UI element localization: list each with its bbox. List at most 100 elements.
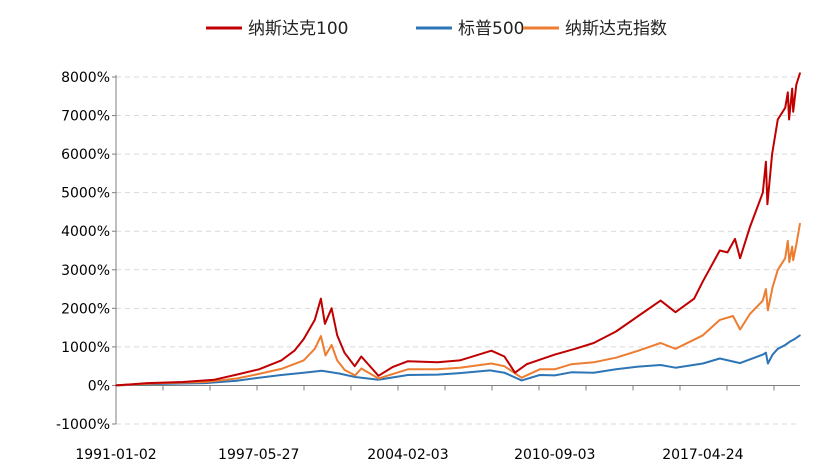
data-point (777, 269, 779, 271)
data-point (793, 338, 796, 341)
data-point (762, 299, 764, 302)
data-point (765, 161, 767, 163)
data-point (792, 259, 794, 261)
data-point (787, 240, 789, 242)
data-point (771, 153, 773, 155)
data-point (693, 297, 695, 300)
data-point (360, 367, 363, 370)
data-point (489, 369, 491, 372)
legend-item: 标普500 (416, 19, 524, 39)
data-point (258, 368, 260, 371)
data-point (574, 348, 576, 350)
data-point (637, 349, 640, 352)
data-point (592, 371, 595, 374)
data-point (407, 368, 409, 371)
data-point (490, 362, 493, 365)
data-point (554, 353, 556, 356)
y-tick-label: 3000% (61, 263, 110, 279)
y-tick-label: 2000% (61, 301, 110, 317)
series-layer (115, 72, 801, 387)
data-point (784, 107, 786, 109)
data-point (765, 288, 767, 290)
data-point (336, 359, 339, 362)
data-point (503, 365, 506, 368)
data-point (354, 376, 356, 378)
y-axis-labels: -1000% 0% 1000% 2000% 3000% 4000% 5000% 6000% 70… (56, 70, 110, 433)
data-point (490, 349, 493, 352)
data-point (702, 334, 704, 337)
data-point (592, 342, 595, 344)
y-tick-label: 1000% (61, 340, 110, 356)
data-point (784, 257, 786, 260)
data-point (570, 363, 573, 366)
data-point (146, 382, 149, 384)
data-point (570, 371, 573, 374)
x-tick-label: 2017-04-24 (662, 447, 743, 463)
y-tick-label: 8000% (61, 70, 110, 86)
data-point (554, 374, 556, 377)
data-point (615, 368, 617, 371)
data-point (330, 344, 333, 346)
data-point (353, 365, 356, 368)
legend-label: 标普500 (458, 19, 524, 39)
data-point (314, 348, 316, 350)
data-point (302, 371, 305, 374)
legend: 纳斯达克100 标普500 纳斯达克指数 (206, 19, 667, 39)
x-tick-label: 2004-02-03 (367, 447, 448, 463)
data-point (258, 373, 260, 375)
data-point (739, 362, 741, 364)
data-point (314, 319, 316, 321)
data-point (520, 376, 523, 379)
series-line-0 (115, 72, 801, 387)
data-point (659, 299, 662, 302)
data-point (280, 374, 283, 376)
data-point (525, 363, 528, 366)
data-point (407, 360, 409, 363)
data-point (321, 370, 323, 372)
data-point (377, 377, 380, 380)
data-point (732, 315, 734, 317)
legend-label: 纳斯达克100 (248, 19, 348, 39)
data-point (777, 118, 779, 121)
data-point (788, 118, 790, 121)
data-point (280, 359, 283, 362)
data-point (592, 361, 595, 364)
data-point (767, 309, 769, 312)
data-point (235, 380, 238, 382)
data-point (436, 373, 439, 376)
data-point (792, 110, 794, 113)
data-point (293, 349, 296, 352)
gridlines (116, 76, 800, 425)
data-point (615, 356, 617, 359)
data-point (436, 361, 439, 364)
data-point (799, 72, 801, 74)
data-point (777, 348, 779, 350)
data-point (784, 344, 786, 346)
data-point (799, 334, 801, 337)
data-point (554, 368, 556, 371)
data-point (726, 251, 729, 254)
data-point (719, 357, 721, 360)
data-point (674, 366, 677, 369)
data-point (324, 354, 327, 357)
data-point (360, 355, 363, 358)
data-point (771, 286, 774, 288)
axes (112, 75, 800, 425)
x-axis-labels: 1991-01-02 1997-05-27 2004-02-03 2010-09-03… (75, 447, 743, 463)
data-point (539, 368, 541, 371)
data-point (762, 191, 764, 194)
data-point (749, 313, 751, 315)
data-point (719, 249, 721, 252)
data-point (514, 371, 516, 374)
data-point (702, 362, 704, 365)
data-point (330, 307, 333, 310)
y-tick-label: 0% (88, 378, 110, 394)
data-point (789, 340, 792, 342)
data-point (459, 366, 461, 369)
data-point (771, 353, 774, 356)
data-point (320, 297, 322, 300)
data-point (343, 351, 346, 354)
y-tick-label: 7000% (61, 109, 110, 125)
y-tick-label: 4000% (61, 224, 110, 240)
